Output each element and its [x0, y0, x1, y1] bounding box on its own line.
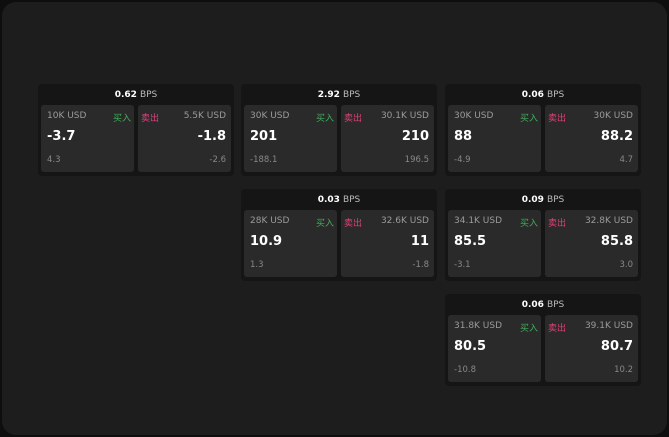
buy-side[interactable]: 30K USD 买入 88 -4.9 [448, 105, 541, 172]
spread-value: 0.03 [317, 194, 340, 205]
spread-header: 0.62 BPS [38, 84, 234, 105]
buy-change: 4.3 [47, 155, 61, 165]
buy-size: 10K USD [47, 111, 87, 121]
buy-change: -10.8 [454, 365, 476, 375]
buy-price: -3.7 [47, 129, 76, 144]
quote-card: 0.06 BPS 31.8K USD 买入 80.5 -10.8 39.1K US… [445, 294, 641, 386]
spread-unit: BPS [546, 89, 565, 100]
spread-unit: BPS [546, 194, 565, 205]
quote-card: 0.06 BPS 30K USD 买入 88 -4.9 30K USD 卖出 88… [445, 84, 641, 176]
buy-change: 1.3 [250, 260, 264, 270]
buy-size: 30K USD [454, 111, 494, 121]
sell-side[interactable]: 32.8K USD 卖出 85.8 3.0 [545, 210, 638, 277]
sell-side[interactable]: 39.1K USD 卖出 80.7 10.2 [545, 315, 638, 382]
spread-unit: BPS [546, 299, 565, 310]
sell-label: 卖出 [548, 324, 567, 334]
sell-size: 39.1K USD [584, 321, 633, 331]
buy-price: 10.9 [250, 234, 283, 249]
buy-side[interactable]: 28K USD 买入 10.9 1.3 [244, 210, 337, 277]
sell-price: 88.2 [600, 129, 633, 144]
buy-price: 88 [454, 129, 473, 144]
spread-unit: BPS [342, 89, 361, 100]
sell-label: 卖出 [344, 219, 363, 229]
spread-unit: BPS [342, 194, 361, 205]
spread-value: 0.62 [114, 89, 137, 100]
spread-unit: BPS [139, 89, 158, 100]
buy-label: 买入 [519, 114, 538, 124]
buy-side[interactable]: 31.8K USD 买入 80.5 -10.8 [448, 315, 541, 382]
sell-size: 30.1K USD [380, 111, 429, 121]
buy-size: 28K USD [250, 216, 290, 226]
sell-change: 196.5 [404, 155, 429, 165]
spread-value: 0.06 [521, 299, 544, 310]
sell-size: 30K USD [593, 111, 633, 121]
buy-change: -3.1 [454, 260, 471, 270]
sell-side[interactable]: 30.1K USD 卖出 210 196.5 [341, 105, 434, 172]
buy-label: 买入 [519, 219, 538, 229]
spread-header: 0.06 BPS [445, 294, 641, 315]
spread-value: 2.92 [317, 89, 340, 100]
buy-label: 买入 [112, 114, 131, 124]
quote-card: 0.62 BPS 10K USD 买入 -3.7 4.3 5.5K USD 卖出 … [38, 84, 234, 176]
sell-price: -1.8 [197, 129, 226, 144]
sell-side[interactable]: 32.6K USD 卖出 11 -1.8 [341, 210, 434, 277]
sell-change: 4.7 [619, 155, 633, 165]
spread-value: 0.06 [521, 89, 544, 100]
sell-size: 5.5K USD [183, 111, 226, 121]
spread-header: 0.06 BPS [445, 84, 641, 105]
buy-label: 买入 [315, 114, 334, 124]
sell-side[interactable]: 30K USD 卖出 88.2 4.7 [545, 105, 638, 172]
sell-change: 3.0 [619, 260, 633, 270]
sell-change: 10.2 [614, 365, 633, 375]
quote-card: 2.92 BPS 30K USD 买入 201 -188.1 30.1K USD … [241, 84, 437, 176]
sell-label: 卖出 [548, 219, 567, 229]
spread-header: 0.09 BPS [445, 189, 641, 210]
sell-change: -1.8 [412, 260, 429, 270]
sell-label: 卖出 [344, 114, 363, 124]
sell-side[interactable]: 5.5K USD 卖出 -1.8 -2.6 [138, 105, 231, 172]
sell-label: 卖出 [548, 114, 567, 124]
sell-label: 卖出 [141, 114, 160, 124]
buy-side[interactable]: 34.1K USD 买入 85.5 -3.1 [448, 210, 541, 277]
buy-size: 31.8K USD [454, 321, 503, 331]
sell-size: 32.8K USD [584, 216, 633, 226]
buy-change: -188.1 [250, 155, 278, 165]
sell-size: 32.6K USD [380, 216, 429, 226]
spread-header: 2.92 BPS [241, 84, 437, 105]
buy-price: 85.5 [454, 234, 487, 249]
sell-price: 11 [410, 234, 429, 249]
spread-header: 0.03 BPS [241, 189, 437, 210]
buy-price: 201 [250, 129, 278, 144]
buy-label: 买入 [315, 219, 334, 229]
spread-value: 0.09 [521, 194, 544, 205]
buy-price: 80.5 [454, 339, 487, 354]
quote-card: 0.09 BPS 34.1K USD 买入 85.5 -3.1 32.8K USD… [445, 189, 641, 281]
sell-price: 85.8 [600, 234, 633, 249]
buy-change: -4.9 [454, 155, 471, 165]
buy-size: 30K USD [250, 111, 290, 121]
sell-price: 80.7 [600, 339, 633, 354]
buy-label: 买入 [519, 324, 538, 334]
quote-card: 0.03 BPS 28K USD 买入 10.9 1.3 32.6K USD 卖出… [241, 189, 437, 281]
sell-change: -2.6 [209, 155, 226, 165]
buy-side[interactable]: 10K USD 买入 -3.7 4.3 [41, 105, 134, 172]
sell-price: 210 [401, 129, 429, 144]
buy-side[interactable]: 30K USD 买入 201 -188.1 [244, 105, 337, 172]
buy-size: 34.1K USD [454, 216, 503, 226]
